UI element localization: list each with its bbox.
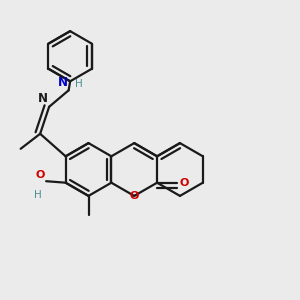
Text: N: N (38, 92, 48, 105)
Text: H: H (34, 190, 42, 200)
Text: O: O (130, 191, 139, 201)
Text: O: O (180, 178, 189, 188)
Text: N: N (58, 76, 68, 89)
Text: H: H (75, 79, 83, 89)
Text: O: O (35, 170, 45, 180)
